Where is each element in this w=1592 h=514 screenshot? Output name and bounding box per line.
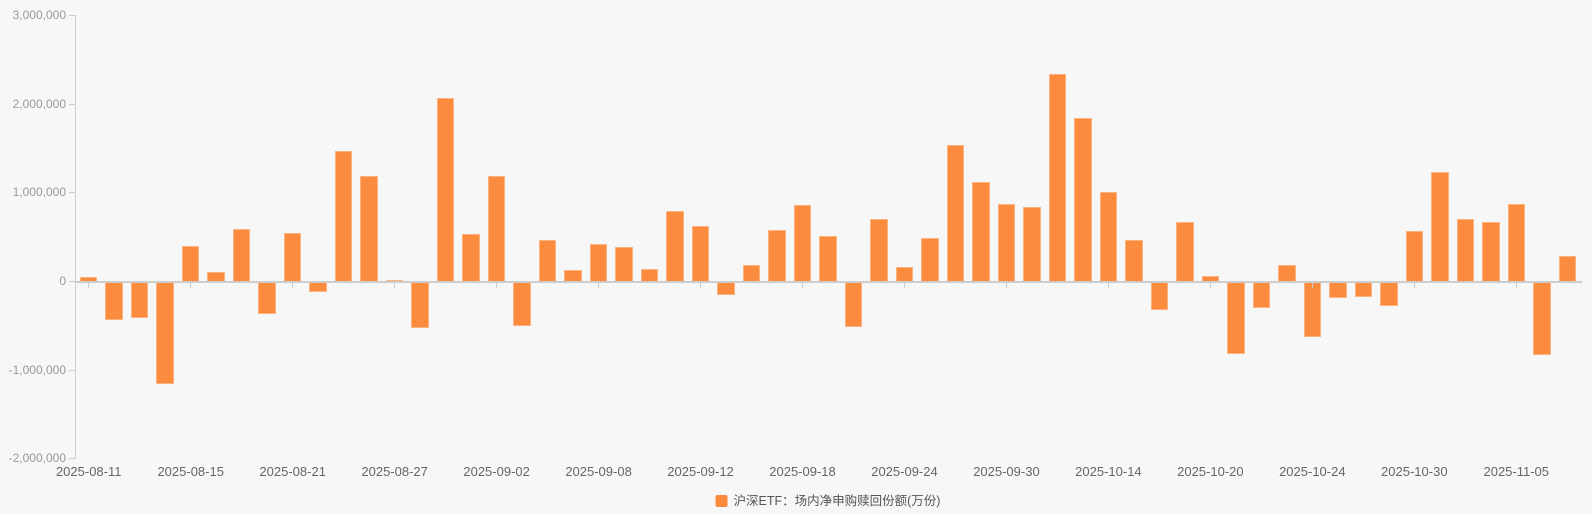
x-axis-tick (802, 283, 803, 288)
legend-item[interactable]: 沪深ETF：场内净申购赎回份额(万份) (715, 494, 941, 508)
y-axis-label: 0 (59, 274, 66, 288)
y-axis-tick (69, 15, 76, 16)
bar-2025-10-17[interactable] (1176, 221, 1194, 283)
y-axis-line (75, 15, 76, 460)
x-axis-label: 2025-08-11 (55, 464, 122, 479)
x-axis-tick (1311, 283, 1313, 288)
bar-2025-09-08[interactable] (589, 244, 608, 283)
bar-2025-09-01[interactable] (462, 233, 480, 283)
bar-2025-10-29[interactable] (1380, 281, 1398, 306)
bar-2025-09-03[interactable] (513, 281, 531, 327)
bar-2025-09-02[interactable] (487, 176, 506, 283)
x-axis-tick (1005, 283, 1007, 288)
x-axis-tick (292, 283, 294, 288)
y-axis-label: 3,000,000 (12, 8, 66, 22)
bar-2025-08-20[interactable] (258, 281, 276, 315)
bar-2025-08-14[interactable] (156, 281, 174, 385)
bar-2025-11-05[interactable] (1507, 203, 1526, 283)
bar-2025-09-09[interactable] (615, 246, 633, 283)
y-axis-label: -2,000,000 (8, 451, 66, 466)
zero-line (76, 281, 1582, 283)
bar-2025-09-18[interactable] (793, 205, 812, 283)
bar-2025-08-26[interactable] (360, 175, 378, 283)
bar-2025-10-28[interactable] (1354, 281, 1373, 298)
y-axis-label: 1,000,000 (12, 185, 66, 200)
bar-2025-08-12[interactable] (105, 281, 123, 321)
bar-2025-10-21[interactable] (1227, 281, 1245, 354)
bar-2025-08-15[interactable] (181, 245, 200, 283)
bar-2025-09-15[interactable] (717, 281, 735, 295)
bar-2025-09-11[interactable] (666, 211, 684, 283)
bar-2025-10-13[interactable] (1074, 117, 1092, 283)
bar-2025-10-30[interactable] (1405, 230, 1424, 283)
x-axis-tick (496, 283, 498, 288)
bar-2025-09-17[interactable] (768, 230, 786, 283)
bar-2025-10-16[interactable] (1150, 281, 1169, 311)
x-axis-label: 2025-09-24 (871, 464, 938, 479)
bar-2025-10-22[interactable] (1252, 281, 1271, 308)
bar-2025-11-06[interactable] (1533, 281, 1551, 355)
bar-2025-10-27[interactable] (1329, 281, 1347, 299)
x-axis-label: 2025-10-30 (1381, 464, 1448, 479)
bar-2025-09-12[interactable] (691, 226, 710, 283)
y-axis-tick (69, 104, 76, 105)
x-axis-label: 2025-09-08 (565, 464, 632, 479)
bar-2025-09-19[interactable] (819, 236, 837, 283)
bar-2025-08-13[interactable] (130, 281, 149, 319)
y-axis-label: 2,000,000 (12, 96, 66, 111)
bar-2025-10-24[interactable] (1303, 281, 1322, 338)
bar-2025-09-29[interactable] (972, 181, 990, 283)
bar-2025-10-10[interactable] (1048, 74, 1067, 283)
x-axis-tick (1209, 283, 1211, 288)
y-axis-tick (69, 192, 76, 193)
x-axis-tick (1107, 283, 1109, 288)
x-axis-tick (700, 283, 702, 288)
bar-2025-11-07[interactable] (1558, 255, 1576, 283)
x-axis-label: 2025-09-12 (667, 464, 734, 479)
y-axis-tick (69, 281, 76, 282)
bar-2025-09-22[interactable] (844, 281, 863, 328)
bar-2025-11-03[interactable] (1456, 219, 1475, 283)
legend-swatch-icon (715, 495, 728, 507)
x-axis-label: 2025-08-27 (361, 464, 428, 479)
y-axis-tick (69, 458, 76, 459)
x-axis-label: 2025-08-21 (259, 464, 326, 479)
bar-2025-08-21[interactable] (283, 232, 302, 283)
x-axis-label: 2025-09-02 (463, 464, 530, 479)
x-axis-tick (394, 283, 396, 288)
bar-2025-09-25[interactable] (921, 238, 939, 283)
x-axis-tick (598, 283, 600, 288)
x-axis-label: 2025-11-05 (1483, 464, 1550, 479)
bar-2025-10-31[interactable] (1431, 172, 1449, 283)
bar-2025-08-25[interactable] (334, 150, 353, 283)
bar-2025-08-28[interactable] (411, 281, 429, 328)
x-axis-tick (1413, 283, 1415, 288)
bar-2025-10-09[interactable] (1023, 206, 1041, 283)
x-axis-label: 2025-09-18 (769, 464, 836, 479)
x-axis-tick (190, 283, 192, 288)
bar-2025-08-19[interactable] (232, 229, 251, 283)
x-axis-label: 2025-08-15 (157, 464, 224, 479)
legend-series-label: 沪深ETF：场内净申购赎回份额(万份) (733, 494, 941, 508)
x-axis-tick (88, 283, 90, 288)
y-axis-tick (69, 370, 76, 371)
x-axis-label: 2025-09-30 (973, 464, 1040, 479)
x-axis-tick (1515, 283, 1517, 288)
bar-2025-09-30[interactable] (997, 203, 1016, 283)
bar-2025-09-23[interactable] (870, 219, 888, 283)
x-axis-label: 2025-10-20 (1177, 464, 1244, 479)
x-axis-tick (903, 283, 905, 288)
bar-2025-10-15[interactable] (1125, 240, 1143, 283)
bar-2025-08-29[interactable] (436, 98, 455, 283)
bar-2025-09-26[interactable] (946, 144, 965, 283)
bar-2025-10-14[interactable] (1099, 191, 1118, 283)
x-axis-label: 2025-10-14 (1075, 464, 1142, 479)
bar-2025-09-04[interactable] (538, 240, 557, 283)
x-axis-label: 2025-10-24 (1279, 464, 1346, 479)
y-axis-label: -1,000,000 (8, 362, 66, 377)
bar-2025-11-04[interactable] (1482, 221, 1500, 283)
